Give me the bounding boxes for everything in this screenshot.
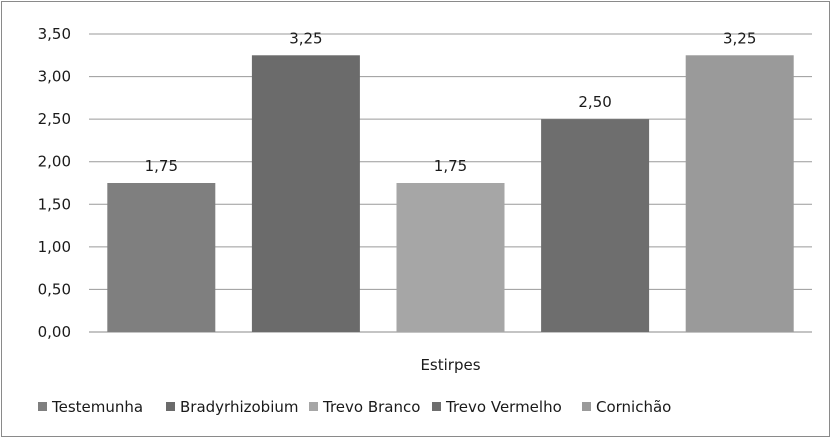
legend-swatch — [38, 402, 47, 411]
y-tick-label: 2,00 — [38, 153, 71, 171]
y-tick-label: 2,50 — [38, 110, 71, 128]
legend-swatch — [166, 402, 175, 411]
bar — [107, 183, 216, 332]
y-tick-label: 3,00 — [38, 68, 71, 86]
legend-swatch — [432, 402, 441, 411]
data-label: 1,75 — [145, 157, 178, 175]
bar — [685, 55, 794, 333]
y-tick-label: 1,00 — [38, 238, 71, 256]
legend-label: Testemunha — [51, 398, 143, 416]
bar — [396, 183, 505, 332]
data-label: 3,25 — [289, 29, 322, 47]
data-label: 2,50 — [578, 93, 611, 111]
bars — [107, 55, 794, 333]
legend-swatch — [309, 402, 318, 411]
legend-label: Trevo Vermelho — [445, 398, 562, 416]
bar — [251, 55, 360, 333]
data-label: 3,25 — [723, 29, 756, 47]
y-tick-label: 0,50 — [38, 280, 71, 298]
legend-label: Trevo Branco — [322, 398, 420, 416]
legend-label: Cornichão — [596, 398, 671, 416]
data-label: 1,75 — [434, 157, 467, 175]
legend-swatch — [582, 402, 591, 411]
y-tick-label: 0,00 — [38, 323, 71, 341]
y-tick-label: 1,50 — [38, 195, 71, 213]
y-axis-tick-labels: 0,00 0,50 1,00 1,50 2,00 2,50 3,00 3,50 — [38, 25, 71, 341]
bar — [541, 119, 650, 333]
y-tick-label: 3,50 — [38, 25, 71, 43]
legend: Testemunha Bradyrhizobium Trevo Branco Trev… — [38, 398, 671, 416]
data-labels: 1,75 3,25 1,75 2,50 3,25 — [145, 29, 757, 175]
legend-label: Bradyrhizobium — [180, 398, 298, 416]
x-axis-title: Estirpes — [420, 356, 480, 374]
